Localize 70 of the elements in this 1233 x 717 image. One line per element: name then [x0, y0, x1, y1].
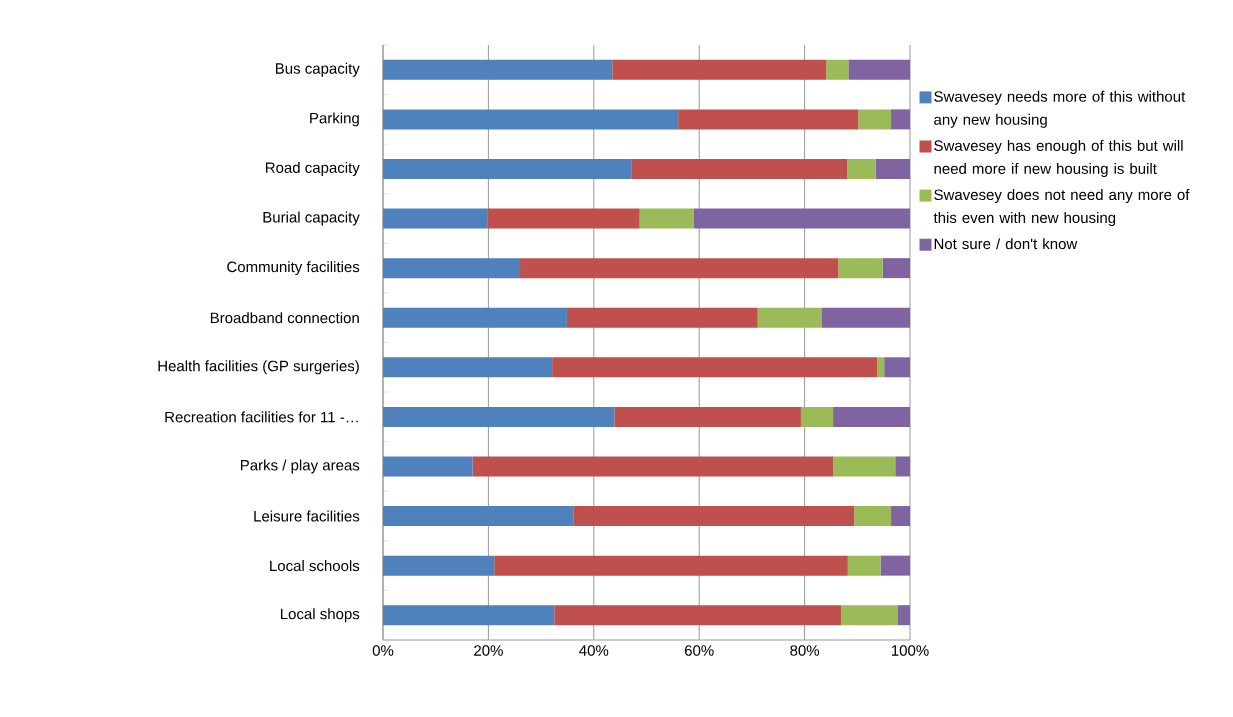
bar: [897, 605, 911, 626]
y-tick-label: Road capacity: [265, 161, 360, 176]
bar: [757, 307, 822, 328]
bar: [895, 456, 911, 477]
bar: [614, 406, 801, 427]
bar: [826, 59, 849, 80]
y-tick-label: Leisure facilities: [254, 510, 360, 522]
bar: [848, 59, 911, 80]
bar: [472, 456, 834, 477]
x-tick-label: 100%: [891, 645, 929, 656]
x-tick-label: 20%: [474, 645, 503, 656]
bar: [693, 208, 911, 229]
bar: [566, 307, 758, 328]
y-tick-label: Bus capacity: [275, 62, 360, 77]
legend-label: Swavesey does not need any more of this even with new housing: [933, 189, 1190, 227]
bar: [678, 109, 859, 130]
bar: [383, 357, 553, 378]
y-tick-label: Local schools: [270, 560, 360, 572]
bar: [884, 357, 911, 378]
x-tick-label: 80%: [790, 645, 820, 656]
bar: [383, 605, 555, 626]
y-tick-label: Recreation facilities for 11 -…: [165, 411, 358, 423]
y-tick-label: Health facilities (GP surgeries): [158, 360, 359, 375]
bar: [833, 406, 911, 427]
bar: [383, 555, 495, 576]
bar: [554, 605, 841, 626]
bar: [383, 208, 488, 229]
bar: [891, 109, 911, 130]
bar: [838, 258, 883, 279]
bar: [875, 158, 911, 179]
y-tick-label: Community facilities: [227, 261, 360, 276]
y-tick-label: Burial capacity: [263, 211, 360, 226]
bar: [612, 59, 827, 80]
y-tick-label: Broadband connection: [210, 312, 359, 324]
bar: [487, 208, 640, 229]
bar: [840, 605, 898, 626]
bar: [891, 506, 911, 527]
x-tick-label: 0%: [372, 645, 394, 656]
legend-label: Swavesey needs more of this without any new housing: [934, 90, 1186, 128]
bar: [520, 258, 839, 279]
bar: [383, 109, 679, 130]
legend-label: Not sure / don't know: [934, 238, 1078, 250]
bar: [631, 158, 848, 179]
y-tick-label: Parking: [310, 112, 359, 127]
x-tick-label: 60%: [684, 645, 714, 656]
bar: [847, 555, 881, 576]
bar: [383, 158, 632, 179]
bar: [822, 307, 911, 328]
bar: [880, 555, 911, 576]
bar: [858, 109, 892, 130]
bar: [800, 406, 834, 427]
bar: [639, 208, 694, 229]
bar: [494, 555, 848, 576]
bar: [877, 357, 885, 378]
bar: [882, 258, 911, 279]
bar: [552, 357, 878, 378]
y-tick-label: Parks / play areas: [240, 459, 360, 474]
bar: [833, 456, 896, 477]
bar: [383, 258, 521, 279]
bar: [383, 59, 613, 80]
bar: [847, 158, 876, 179]
bar: [854, 506, 892, 527]
bar: [383, 307, 567, 328]
bar: [383, 406, 615, 427]
bar: [573, 506, 855, 527]
legend-label: Swavesey has enough of this but will need more if new housing is built: [934, 139, 1183, 177]
bar: [383, 456, 473, 477]
y-tick-label: Local shops: [280, 608, 360, 623]
bar: [383, 506, 574, 527]
x-tick-label: 40%: [579, 645, 609, 656]
